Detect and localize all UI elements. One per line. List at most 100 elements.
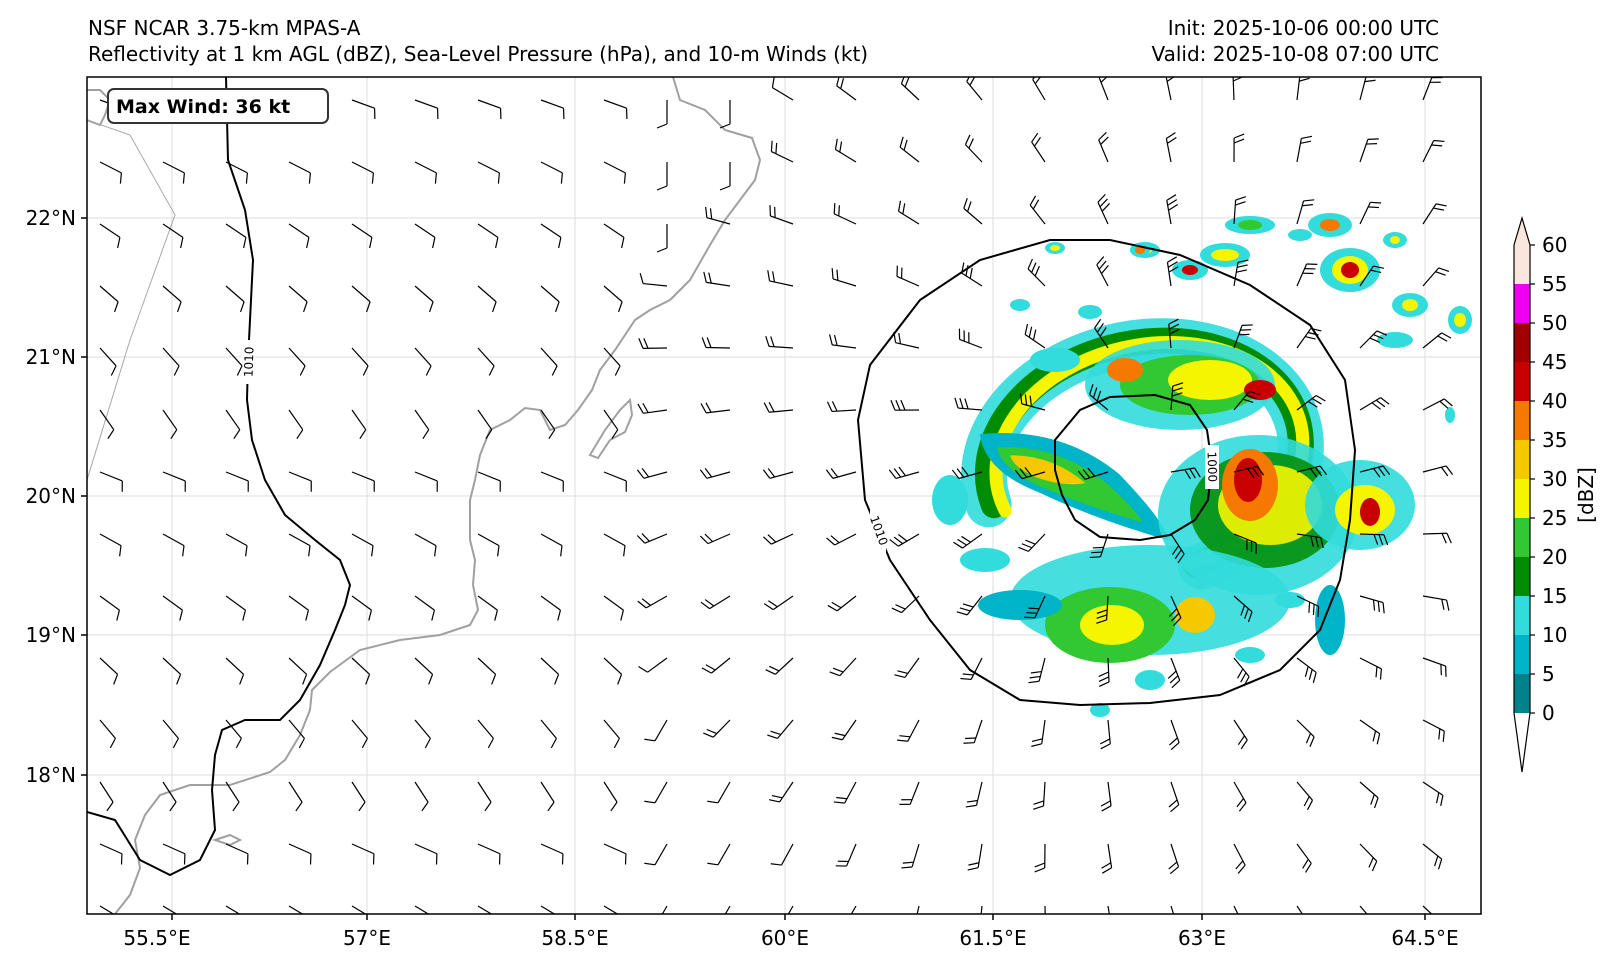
wind-barb: [963, 719, 983, 744]
echo-blob: [1078, 305, 1102, 319]
wind-barb: [162, 533, 185, 557]
echo-blob: [1107, 358, 1143, 382]
wind-barb: [1168, 843, 1180, 875]
wind-barb: [1359, 330, 1388, 349]
colorbar-ticks: 0 5 10 15 20 25 30 35 40 45 50 55 60: [1530, 233, 1567, 725]
colorbar-segment: [1514, 674, 1530, 713]
echo-blob: [1341, 262, 1359, 278]
wind-barb: [414, 285, 434, 313]
wind-barb: [1168, 781, 1180, 813]
echo-blob: [1175, 597, 1215, 633]
colorbar-tick-label: 40: [1542, 389, 1567, 413]
max-wind-box: Max Wind: 36 kt: [107, 88, 329, 124]
colorbar-segment: [1514, 635, 1530, 674]
wind-barb: [477, 285, 497, 313]
wind-barb: [1101, 843, 1113, 874]
echo-blob: [1275, 592, 1305, 608]
wind-barb: [700, 595, 731, 610]
wind-barb: [540, 781, 555, 812]
colorbar-tick-label: 15: [1542, 584, 1567, 608]
wind-barb: [707, 781, 731, 804]
wind-barb: [767, 270, 794, 287]
colorbar-bottom-tip: [1514, 713, 1530, 772]
wind-barb: [762, 533, 794, 545]
wind-barb: [644, 719, 668, 742]
wind-barb: [288, 719, 305, 749]
wind-barb: [162, 285, 182, 313]
wind-barb: [890, 399, 920, 411]
wind-barb: [477, 347, 495, 376]
y-tick-label: 22°N: [26, 206, 76, 230]
wind-barb: [540, 161, 563, 184]
wind-barb: [99, 719, 116, 749]
wind-barb: [1166, 256, 1179, 287]
wind-barb: [1296, 199, 1315, 225]
echo-blob: [1320, 219, 1340, 231]
wind-barb: [540, 223, 562, 249]
wind-barb: [540, 657, 560, 685]
colorbar-segment: [1514, 596, 1530, 635]
wind-barb: [540, 533, 563, 557]
wind-barb: [654, 905, 668, 914]
wind-barb: [1233, 595, 1253, 623]
wind-barb: [477, 595, 498, 621]
wind-barb: [414, 843, 438, 865]
wind-barb: [1100, 781, 1112, 812]
wind-barb: [1089, 533, 1109, 559]
valid-time: Valid: 2025-10-08 07:00 UTC: [1151, 42, 1439, 66]
colorbar-tick-label: 25: [1542, 506, 1567, 530]
wind-barb: [1359, 138, 1379, 163]
wind-barb: [225, 161, 248, 184]
colorbar-segment: [1514, 245, 1530, 284]
colorbar-top-tip: [1514, 218, 1530, 245]
wind-barb: [1482, 720, 1512, 740]
wind-barb: [898, 200, 920, 225]
wind-barb: [827, 595, 857, 612]
wind-barb: [1044, 905, 1047, 914]
wind-barb: [225, 657, 245, 685]
wind-barb: [1028, 657, 1046, 684]
wind-barb: [1422, 267, 1450, 287]
wind-barb: [897, 719, 920, 742]
wind-barb: [644, 843, 668, 866]
wind-barb: [351, 595, 372, 621]
border-line: [87, 119, 131, 136]
colorbar-tick-label: 50: [1542, 311, 1567, 335]
wind-barb: [1107, 905, 1113, 914]
wind-barb: [603, 223, 625, 249]
wind-barb: [1481, 844, 1510, 868]
wind-barb: [705, 206, 731, 225]
wind-barb: [540, 905, 562, 914]
wind-barb: [1422, 657, 1447, 677]
wind-barb: [1486, 532, 1515, 544]
wind-barb: [477, 905, 499, 914]
wind-barb: [899, 136, 920, 163]
wind-barb: [770, 140, 794, 163]
wind-barb: [1486, 75, 1508, 104]
wind-barb: [825, 468, 857, 479]
colorbar-tick-label: 60: [1542, 233, 1567, 257]
wind-barb: [414, 595, 435, 621]
wind-barb: [901, 843, 920, 869]
wind-barb: [99, 347, 117, 376]
wind-barb: [951, 466, 983, 480]
wind-barb: [603, 781, 618, 812]
wind-barb: [477, 843, 501, 865]
wind-barb: [1296, 719, 1315, 747]
wind-barb: [162, 595, 183, 621]
y-tick-label: 19°N: [26, 623, 76, 647]
wind-barb: [351, 843, 375, 865]
wind-barb: [225, 285, 245, 313]
coastline-island: [588, 397, 634, 460]
colorbar-tick-label: 5: [1542, 662, 1555, 686]
wind-barb: [656, 162, 668, 191]
wind-barb: [1422, 465, 1454, 477]
wind-barb: [603, 843, 627, 865]
wind-barb: [1486, 202, 1511, 230]
x-tick-label: 57°E: [343, 926, 391, 950]
echo-blob: [1360, 498, 1380, 526]
wind-barb: [1094, 318, 1109, 349]
wind-barb: [978, 905, 983, 914]
contour-label-bg: [870, 510, 886, 554]
wind-barb: [1097, 193, 1111, 225]
